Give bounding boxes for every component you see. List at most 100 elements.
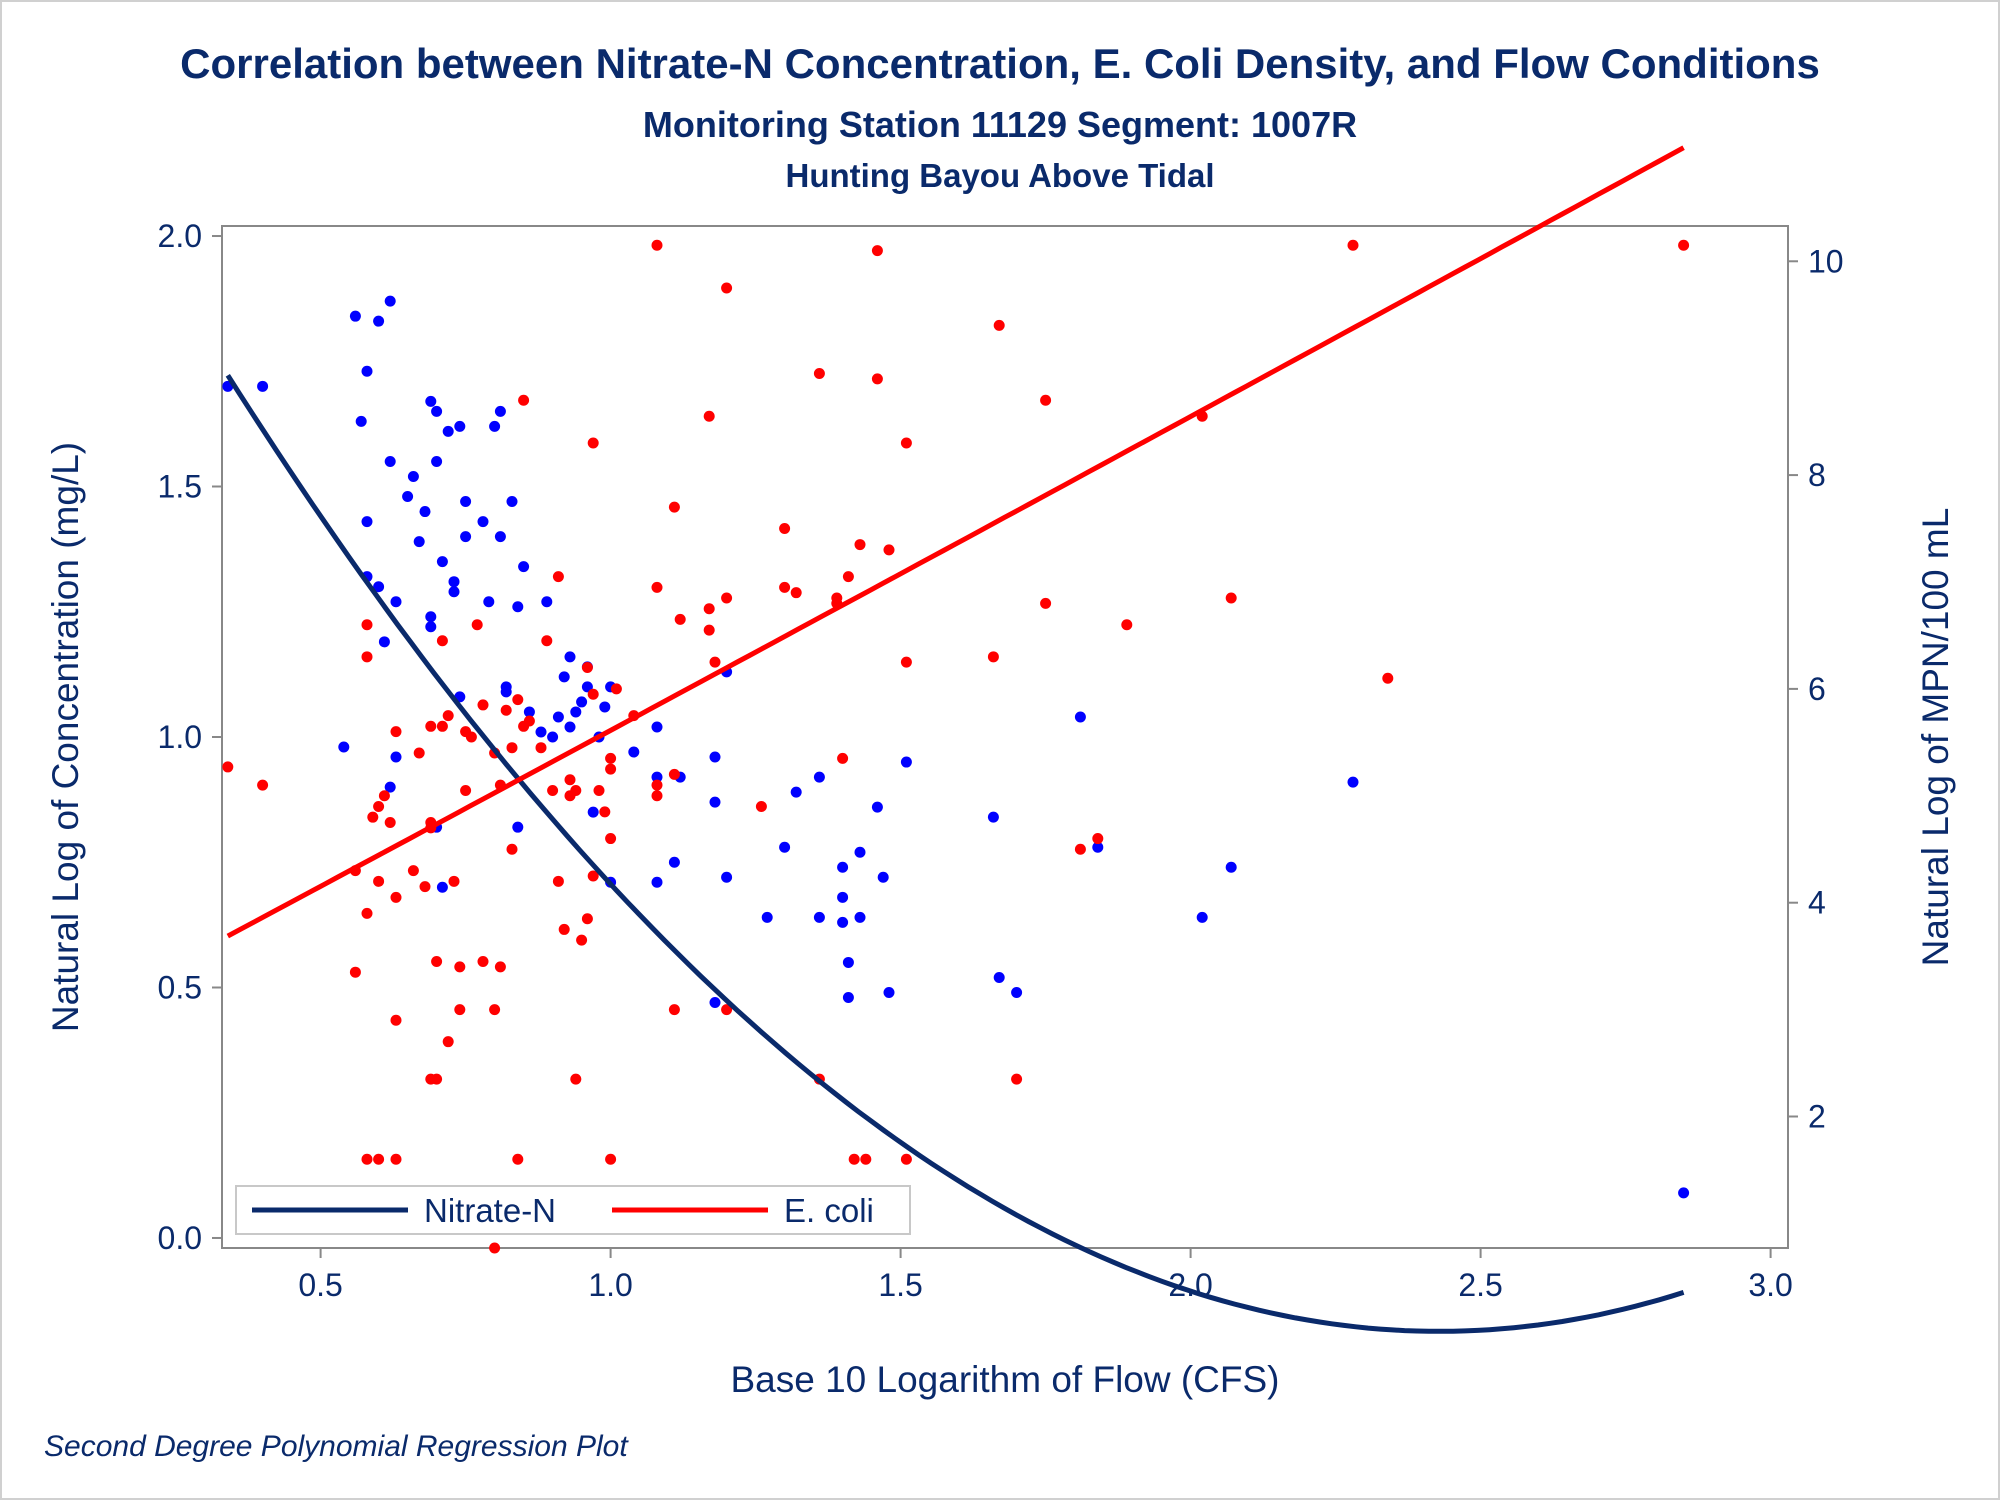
data-point-ecoli (587, 688, 599, 700)
data-point-nitrate (837, 861, 849, 873)
legend-label-nitrate: Nitrate-N (424, 1192, 556, 1229)
data-point-nitrate (489, 420, 501, 432)
y-right-tick-label: 10 (1808, 243, 1844, 279)
data-point-ecoli (837, 752, 849, 764)
data-point-ecoli (605, 833, 617, 845)
data-point-nitrate (854, 846, 866, 858)
data-point-ecoli (367, 811, 379, 823)
data-point-nitrate (384, 295, 396, 307)
data-point-nitrate (1196, 911, 1208, 923)
data-point-nitrate (338, 741, 350, 753)
data-point-ecoli (570, 784, 582, 796)
data-point-ecoli (651, 779, 663, 791)
y-axis-left: 0.0 0.5 1.0 1.5 2.0 (158, 218, 222, 1256)
data-point-ecoli (390, 726, 402, 738)
data-point-ecoli (871, 245, 883, 257)
y-axis-left-label: Natural Log of Concentration (mg/L) (45, 442, 86, 1032)
data-point-ecoli (993, 319, 1005, 331)
data-point-ecoli (668, 1004, 680, 1016)
data-point-nitrate (483, 596, 495, 608)
data-point-nitrate (1011, 987, 1023, 998)
data-point-ecoli (378, 790, 390, 802)
data-point-nitrate (668, 856, 680, 868)
data-point-ecoli (512, 694, 524, 706)
data-point-nitrate (854, 911, 866, 923)
data-point-ecoli (384, 817, 396, 829)
data-point-nitrate (1074, 711, 1086, 723)
y-left-tick-label: 1.0 (158, 719, 202, 755)
data-point-ecoli (605, 752, 617, 764)
data-point-nitrate (651, 876, 663, 888)
data-point-ecoli (1092, 833, 1104, 845)
data-point-ecoli (494, 961, 506, 973)
data-point-nitrate (541, 596, 553, 608)
data-point-nitrate (599, 701, 611, 713)
data-point-ecoli (1225, 592, 1237, 604)
data-point-nitrate (407, 470, 419, 482)
data-point-ecoli (1040, 597, 1052, 609)
data-point-nitrate (361, 516, 373, 528)
data-point-ecoli (831, 592, 843, 604)
data-point-ecoli (581, 913, 593, 925)
data-point-ecoli (1347, 239, 1359, 251)
data-point-ecoli (581, 662, 593, 674)
data-point-ecoli (454, 961, 466, 973)
data-point-ecoli (848, 1153, 860, 1165)
data-point-ecoli (813, 368, 825, 380)
legend-label-ecoli: E. coli (784, 1192, 874, 1229)
plot-area-border (221, 225, 1789, 1249)
data-point-ecoli (709, 656, 721, 668)
data-point-ecoli (390, 891, 402, 903)
y-right-tick-label: 6 (1808, 671, 1826, 707)
data-point-ecoli (721, 282, 733, 294)
data-point-ecoli (454, 1004, 466, 1016)
data-point-nitrate (535, 726, 547, 738)
data-point-nitrate (355, 415, 367, 427)
data-point-nitrate (883, 987, 895, 998)
data-point-nitrate (373, 581, 385, 593)
data-point-ecoli (431, 955, 443, 967)
data-point-ecoli (610, 683, 622, 695)
data-point-nitrate (842, 956, 854, 968)
data-point-ecoli (465, 731, 477, 743)
chart-subtitle: Monitoring Station 11129 Segment: 1007R (643, 104, 1357, 145)
data-point-ecoli (900, 656, 912, 668)
data-point-nitrate (431, 455, 443, 467)
data-point-ecoli (407, 865, 419, 877)
data-point-nitrate (494, 531, 506, 543)
data-point-ecoli (448, 875, 460, 887)
data-point-ecoli (547, 784, 559, 796)
data-point-ecoli (755, 800, 767, 812)
x-tick-label: 1.0 (588, 1267, 632, 1303)
data-point-nitrate (442, 425, 454, 437)
data-point-ecoli (390, 1153, 402, 1165)
data-point-nitrate (523, 706, 535, 718)
data-point-nitrate (552, 711, 564, 723)
data-point-nitrate (842, 992, 854, 1004)
y-right-tick-label: 8 (1808, 457, 1826, 493)
data-point-nitrate (413, 536, 425, 548)
data-point-ecoli (564, 774, 576, 786)
data-point-ecoli (651, 239, 663, 251)
data-point-ecoli (668, 501, 680, 513)
data-point-ecoli (721, 1004, 733, 1016)
data-point-ecoli (854, 539, 866, 551)
data-point-nitrate (477, 516, 489, 528)
data-point-ecoli (436, 720, 448, 732)
data-point-ecoli (506, 843, 518, 855)
data-point-ecoli (900, 437, 912, 449)
data-point-nitrate (651, 721, 663, 733)
x-axis-label: Base 10 Logarithm of Flow (CFS) (730, 1359, 1279, 1400)
y-left-tick-label: 1.5 (158, 469, 202, 505)
data-point-nitrate (506, 496, 518, 508)
data-point-nitrate (384, 455, 396, 467)
data-point-ecoli (703, 603, 715, 615)
data-point-nitrate (581, 681, 593, 693)
data-point-nitrate (460, 531, 472, 543)
data-point-nitrate (402, 491, 414, 503)
data-point-nitrate (993, 971, 1005, 983)
data-point-ecoli (390, 1014, 402, 1026)
data-point-ecoli (419, 881, 431, 893)
x-axis: 0.5 1.0 1.5 2.0 2.5 3.0 (298, 1248, 1793, 1303)
data-point-nitrate (1092, 841, 1104, 853)
